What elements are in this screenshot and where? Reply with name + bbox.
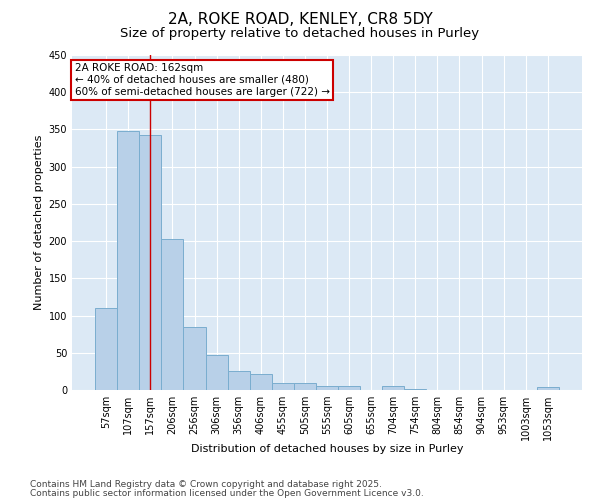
Text: Size of property relative to detached houses in Purley: Size of property relative to detached ho… bbox=[121, 28, 479, 40]
Bar bbox=[117, 131, 139, 390]
Bar bbox=[161, 239, 184, 390]
Bar bbox=[338, 386, 360, 390]
Bar bbox=[294, 384, 316, 390]
X-axis label: Distribution of detached houses by size in Purley: Distribution of detached houses by size … bbox=[191, 444, 463, 454]
Text: Contains public sector information licensed under the Open Government Licence v3: Contains public sector information licen… bbox=[30, 488, 424, 498]
Bar bbox=[206, 355, 227, 390]
Text: 2A ROKE ROAD: 162sqm
← 40% of detached houses are smaller (480)
60% of semi-deta: 2A ROKE ROAD: 162sqm ← 40% of detached h… bbox=[74, 64, 329, 96]
Bar bbox=[537, 387, 559, 390]
Text: 2A, ROKE ROAD, KENLEY, CR8 5DY: 2A, ROKE ROAD, KENLEY, CR8 5DY bbox=[167, 12, 433, 28]
Bar bbox=[227, 372, 250, 390]
Bar bbox=[250, 374, 272, 390]
Bar bbox=[404, 388, 427, 390]
Bar bbox=[382, 386, 404, 390]
Bar bbox=[316, 386, 338, 390]
Bar bbox=[95, 308, 117, 390]
Bar bbox=[272, 382, 294, 390]
Text: Contains HM Land Registry data © Crown copyright and database right 2025.: Contains HM Land Registry data © Crown c… bbox=[30, 480, 382, 489]
Y-axis label: Number of detached properties: Number of detached properties bbox=[34, 135, 44, 310]
Bar bbox=[184, 326, 206, 390]
Bar bbox=[139, 134, 161, 390]
